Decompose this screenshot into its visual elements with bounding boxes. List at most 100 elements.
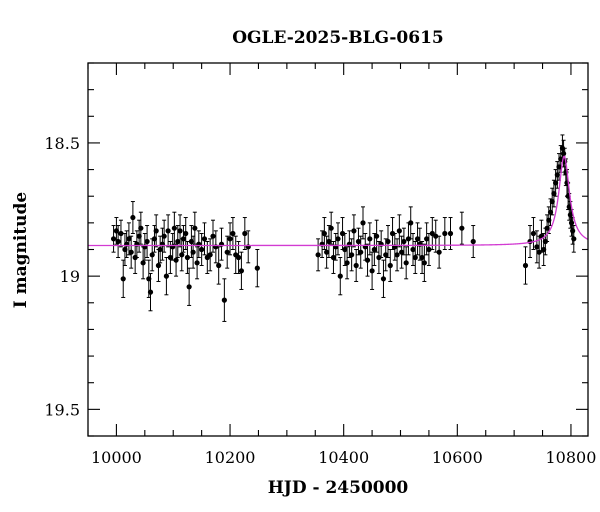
data-point (436, 235, 442, 269)
data-point (410, 233, 416, 266)
data-point (147, 272, 154, 312)
x-tick-label: 10400 (318, 448, 369, 467)
data-point (367, 222, 373, 256)
data-point (207, 238, 213, 272)
data-point (385, 225, 391, 258)
data-point (326, 225, 332, 258)
data-point (403, 246, 409, 280)
data-point (230, 217, 236, 250)
axis-tick-labels: 10000 10200 10400 10600 10800 18.5 19 19.5 (44, 134, 596, 467)
data-point (235, 241, 242, 274)
model-curve (88, 155, 589, 247)
data-point (419, 241, 425, 274)
data-point (126, 222, 132, 256)
y-tick-label: 19 (60, 267, 80, 286)
data-point (364, 243, 371, 277)
data-point (227, 222, 233, 256)
data-point (328, 211, 334, 245)
x-axis-label: HJD - 2450000 (268, 478, 409, 498)
data-point (394, 238, 400, 272)
data-point (254, 249, 260, 288)
y-tick-label: 18.5 (44, 134, 80, 153)
data-point (161, 219, 167, 253)
data-point (186, 267, 192, 306)
data-point (163, 256, 170, 296)
y-tick-label: 19.5 (44, 400, 80, 419)
data-point (433, 219, 439, 253)
data-point (447, 217, 454, 250)
data-point (118, 219, 124, 248)
data-point (238, 251, 245, 290)
data-point (183, 217, 189, 250)
data-point (412, 241, 418, 274)
data-point (401, 227, 407, 256)
data-point (192, 211, 198, 245)
data-point (355, 227, 362, 256)
data-point (157, 235, 163, 264)
data-point (376, 241, 382, 274)
data-point (179, 238, 185, 272)
data-point (421, 243, 427, 282)
data-point (351, 214, 357, 248)
data-point (442, 217, 448, 250)
data-point (459, 211, 465, 245)
data-point (224, 235, 230, 269)
data-layer (110, 134, 577, 322)
x-tick-label: 10600 (432, 448, 483, 467)
data-point (414, 222, 421, 256)
data-point (115, 225, 121, 258)
data-point (130, 201, 136, 235)
y-axis-label: I magnitude (11, 192, 31, 309)
data-point (144, 225, 150, 258)
data-point (204, 241, 210, 274)
data-point (321, 217, 327, 250)
data-point (180, 225, 187, 253)
data-point (522, 246, 529, 285)
data-point (171, 211, 177, 245)
data-point (216, 246, 222, 285)
data-point (110, 225, 117, 253)
data-point (571, 225, 577, 253)
data-point (153, 214, 159, 248)
data-point (369, 251, 375, 290)
data-point (177, 214, 183, 248)
data-point (536, 235, 542, 269)
data-point (349, 238, 355, 272)
data-point (374, 219, 380, 253)
data-point (201, 222, 208, 256)
data-point (242, 217, 248, 250)
data-point (344, 246, 350, 280)
data-point (120, 259, 126, 298)
x-tick-label: 10200 (205, 448, 256, 467)
data-point (371, 233, 377, 266)
data-point (210, 219, 216, 253)
data-point (218, 227, 225, 261)
data-point (335, 222, 341, 256)
data-point (405, 222, 412, 256)
data-point (396, 214, 402, 248)
data-point (389, 217, 396, 250)
x-tick-label: 10800 (546, 448, 597, 467)
data-point (470, 225, 476, 258)
data-point (194, 246, 200, 280)
data-point (530, 217, 537, 250)
data-point (245, 230, 251, 264)
data-point (165, 214, 171, 248)
data-point (337, 256, 343, 296)
data-point (190, 235, 196, 269)
data-point (138, 211, 144, 245)
data-point (358, 235, 364, 269)
x-tick-label: 10000 (91, 448, 142, 467)
data-point (534, 230, 540, 264)
axis-ticks (87, 62, 588, 437)
data-point (221, 278, 227, 322)
data-point (315, 238, 321, 272)
data-point (383, 238, 389, 272)
data-point (342, 233, 348, 266)
data-point (353, 249, 359, 282)
chart-title: OGLE-2025-BLG-0615 (232, 28, 444, 48)
data-point (408, 206, 414, 240)
data-point (360, 206, 366, 240)
data-point (387, 249, 393, 282)
